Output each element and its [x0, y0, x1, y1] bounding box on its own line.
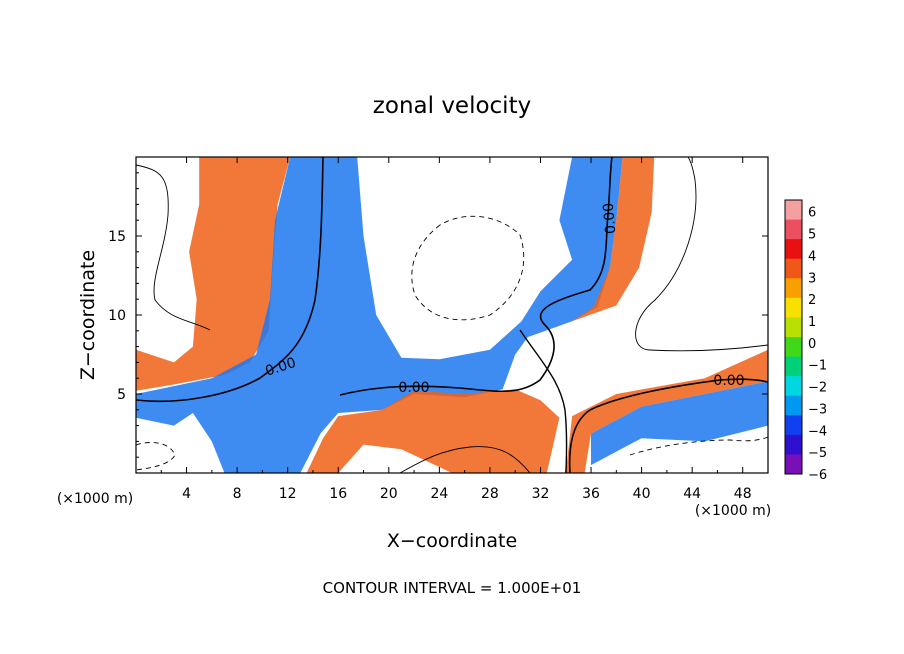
- colorbar-swatch: [785, 415, 802, 436]
- velocity-field: [136, 157, 768, 473]
- colorbar-label: −4: [808, 424, 827, 439]
- x-unit-left: (×1000 m): [57, 491, 133, 507]
- x-tick-label: 36: [582, 486, 600, 502]
- colorbar-label: 3: [808, 271, 816, 286]
- plot-area: 0.00 0.00 0.00 0.00 4 8 12 16 20 24 28 32 36 40 44…: [108, 156, 769, 502]
- colorbar-swatch: [785, 258, 802, 279]
- contour-interval-note: CONTOUR INTERVAL = 1.000E+01: [323, 579, 582, 597]
- zero-contour-cross: [519, 329, 568, 474]
- colorbar-swatch: [785, 337, 802, 357]
- x-tick-label: 16: [329, 486, 347, 502]
- colorbar-frame: [784, 199, 803, 475]
- x-tick-label: 40: [633, 486, 651, 502]
- colorbar-label: 6: [808, 206, 816, 221]
- thin-contour-bottom: [399, 446, 531, 474]
- colorbar-label: 2: [808, 293, 816, 308]
- colorbar-label: −1: [808, 359, 827, 374]
- contour-label: 0.00: [398, 380, 429, 396]
- x-tick-label: 20: [380, 486, 398, 502]
- x-tick-label: 24: [430, 486, 448, 502]
- colorbar-swatch: [785, 454, 802, 475]
- colorbar-swatch: [785, 434, 802, 455]
- x-tick-label: 44: [683, 486, 701, 502]
- thin-contour-left: [135, 164, 211, 331]
- colorbar-swatch: [785, 219, 802, 240]
- zero-contour-middle: [339, 156, 613, 396]
- colorbar-label: 4: [808, 249, 816, 264]
- x-tick-label: 12: [279, 486, 297, 502]
- thin-contour-right: [635, 156, 769, 352]
- colorbar-label: −5: [808, 446, 827, 461]
- zero-contour-left: [135, 156, 324, 403]
- colorbar-swatch: [785, 200, 802, 220]
- field-band-left-plume-positive: [136, 157, 291, 391]
- colorbar-swatch: [785, 395, 802, 416]
- colorbar: 6 5 4 3 2 1 0 −1 −2 −3 −4 −5 −6: [784, 199, 827, 483]
- colorbar-swatch: [785, 356, 802, 377]
- colorbar-swatch: [785, 239, 802, 260]
- colorbar-swatch: [785, 317, 802, 338]
- colorbar-label: 0: [808, 337, 816, 352]
- field-band-right-upper-positive: [572, 157, 655, 322]
- chart-title: zonal velocity: [373, 93, 531, 119]
- y-axis-label: Z−coordinate: [77, 250, 99, 380]
- contour-label: 0.00: [601, 202, 620, 234]
- zero-contour-right: [568, 378, 769, 474]
- colorbar-swatch: [785, 376, 802, 397]
- y-tick-label: 15: [108, 229, 126, 245]
- colorbar-label: −2: [808, 381, 827, 396]
- x-tick-label: 32: [532, 486, 550, 502]
- colorbar-label: 5: [808, 228, 816, 243]
- contour-lines: [135, 156, 769, 474]
- colorbar-label: −3: [808, 402, 827, 417]
- field-band-left-column-negative: [136, 157, 623, 473]
- y-axis-ticks: 5 10 15: [108, 172, 768, 458]
- x-tick-label: 48: [734, 486, 752, 502]
- colorbar-swatch: [785, 297, 802, 318]
- contour-label: 0.00: [713, 373, 744, 389]
- field-band-lower-positive: [306, 389, 560, 473]
- colorbar-swatch: [785, 278, 802, 299]
- x-tick-label: 4: [182, 486, 191, 502]
- y-tick-label: 5: [117, 387, 126, 403]
- y-tick-label: 10: [108, 308, 126, 324]
- x-axis-ticks: 4 8 12 16 20 24 28 32 36 40 44 48: [160, 157, 752, 502]
- field-band-right-lower-negative: [591, 381, 768, 466]
- colorbar-label: 1: [808, 315, 816, 330]
- colorbar-label: −6: [808, 468, 827, 483]
- x-tick-label: 28: [481, 486, 499, 502]
- x-unit-right: (×1000 m): [695, 503, 771, 519]
- x-axis-label: X−coordinate: [387, 530, 517, 552]
- dashed-contour-bottom-right: [629, 436, 769, 456]
- x-tick-label: 8: [233, 486, 242, 502]
- dashed-contour-bottom-left: [135, 442, 176, 471]
- dashed-contour-center: [411, 215, 525, 321]
